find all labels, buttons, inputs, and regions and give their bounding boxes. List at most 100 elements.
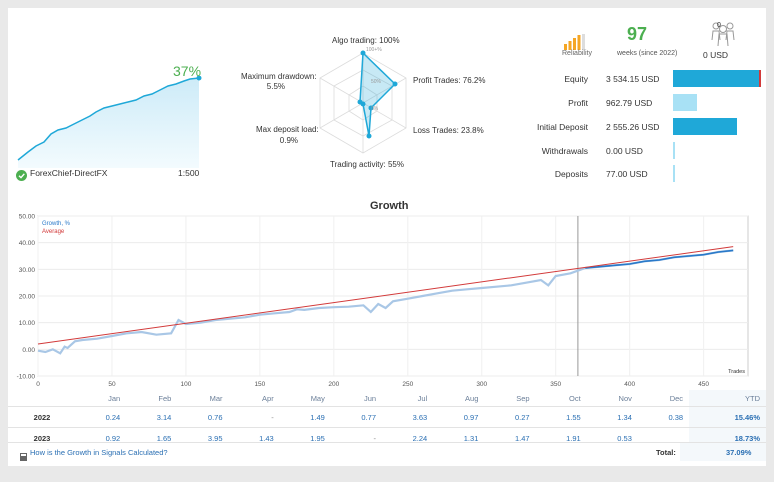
chart-title: Growth	[370, 200, 409, 212]
total-label: Total:	[656, 448, 676, 457]
subscribers-icon	[710, 20, 736, 53]
month-header: Aug	[465, 393, 479, 403]
stat-label: Initial Deposit	[536, 122, 588, 132]
radar-profit-trades: Profit Trades: 76.2%	[413, 76, 486, 85]
month-value-cell[interactable]: 1.49	[279, 406, 331, 428]
month-value-cell[interactable]: 1.95	[279, 427, 331, 448]
series-growth-recent-line	[585, 249, 734, 269]
month-value-cell[interactable]: 0.77	[330, 406, 383, 428]
stat-label: Profit	[568, 98, 588, 108]
stat-label: Withdrawals	[541, 146, 588, 156]
weeks-value: 97	[627, 24, 648, 44]
x-tick-label: 0	[36, 381, 40, 388]
month-value-cell[interactable]: 1.31	[433, 427, 485, 448]
stat-label: Deposits	[554, 169, 588, 179]
stat-bar	[673, 165, 675, 182]
month-value-cell[interactable]: -	[330, 427, 383, 448]
month-value-cell[interactable]: 0.76	[177, 406, 229, 428]
table-row: 2023 0.92 1.65 3.95 1.43 1.95-2.24 1.31 1.47 1.9…	[8, 427, 766, 448]
ytd-cell: 15.46%	[689, 406, 766, 428]
month-header: Oct	[569, 393, 581, 403]
x-tick-label: 50	[108, 381, 116, 388]
radar-max-deposit-load-label: Max deposit load:	[256, 125, 319, 134]
stat-value: 3 534.15 USD	[606, 74, 660, 84]
stat-bar	[673, 142, 675, 159]
month-value-cell[interactable]: -	[228, 406, 280, 428]
y-tick-label: 40.00	[19, 240, 36, 247]
reliability-label: Reliability	[562, 50, 592, 57]
x-tick-label: 350	[550, 381, 561, 388]
subscribers-count: 0	[717, 22, 721, 29]
month-value-cell[interactable]: 3.63	[382, 406, 434, 428]
month-value-cell[interactable]: 1.34	[586, 406, 638, 428]
total-value: 37.09%	[726, 448, 752, 457]
x-axis-label: Trades	[728, 369, 745, 375]
stat-bar	[673, 118, 737, 135]
stat-value: 0.00 USD	[606, 146, 643, 156]
month-header: Jul	[417, 393, 428, 403]
radar-scale-0: 0%	[371, 106, 379, 112]
table-row: 2022 0.24 3.14 0.76-1.49 0.77 3.63 0.97 0.27 1.5…	[8, 406, 766, 428]
month-value-cell[interactable]: 1.47	[484, 427, 536, 448]
month-header: Dec	[669, 393, 684, 403]
stat-bar	[673, 70, 761, 87]
y-tick-label: 20.00	[19, 294, 36, 301]
signal-card: 37% ForexChief-DirectFX 1:500 100+% 50% …	[8, 8, 766, 466]
weeks-label: weeks (since 2022)	[617, 50, 678, 57]
stat-bar	[673, 94, 697, 111]
stat-value: 2 555.26 USD	[606, 122, 660, 132]
month-value-cell[interactable]: 0.24	[75, 406, 127, 428]
total-cell-bg	[680, 443, 766, 461]
month-value-cell[interactable]: 0.97	[433, 406, 485, 428]
month-header: May	[310, 393, 325, 403]
legend-growth: Growth, %	[42, 221, 71, 227]
radar-trading-activity: Trading activity: 55%	[330, 160, 404, 169]
calculator-icon	[20, 448, 27, 466]
footer-divider	[8, 442, 766, 443]
month-value-cell[interactable]: 1.91	[535, 427, 587, 448]
month-header: Mar	[209, 393, 223, 403]
radar-scale-100: 100+%	[366, 47, 382, 53]
month-value-cell[interactable]: 0.38	[637, 406, 690, 428]
radar-algo-trading: Algo trading: 100%	[332, 36, 400, 45]
y-tick-label: 50.00	[19, 214, 36, 221]
verified-icon	[16, 168, 28, 181]
x-tick-label: 100	[180, 381, 191, 388]
equity-marker	[759, 70, 761, 87]
growth-percent: 37%	[173, 63, 202, 79]
legend-average: Average	[42, 229, 65, 235]
subscribers-usd: 0 USD	[703, 50, 729, 60]
month-value-cell[interactable]: 3.95	[177, 427, 229, 448]
y-tick-label: 10.00	[19, 320, 36, 327]
month-value-cell[interactable]: 1.55	[535, 406, 587, 428]
month-value-cell[interactable]: 3.14	[126, 406, 178, 428]
account-name[interactable]: ForexChief-DirectFX	[30, 168, 108, 178]
growth-help-link[interactable]: How is the Growth in Signals Calculated?	[30, 448, 168, 457]
month-header: Nov	[618, 393, 632, 403]
month-value-cell[interactable]: 2.24	[382, 427, 434, 448]
y-tick-label: 30.00	[19, 267, 36, 274]
month-header: Jan	[108, 393, 121, 403]
month-value-cell[interactable]: 1.43	[228, 427, 280, 448]
x-tick-label: 250	[402, 381, 413, 388]
radar-max-deposit-load-value: 0.9%	[279, 136, 298, 145]
month-value-cell[interactable]: 1.65	[126, 427, 178, 448]
stat-value: 77.00 USD	[606, 169, 648, 179]
year-cell: 2023	[8, 427, 75, 448]
x-tick-label: 200	[328, 381, 339, 388]
stat-value: 962.79 USD	[606, 98, 653, 108]
month-value-cell[interactable]: 0.92	[75, 427, 127, 448]
y-tick-label: -10.00	[17, 374, 36, 381]
growth-chart: -10.00 0.00 10.00 20.00 30.00 40.00 50.00 0 50 10…	[17, 214, 749, 388]
y-tick-label: 0.00	[22, 347, 35, 354]
ytd-header: YTD	[689, 390, 766, 407]
month-header: Sep	[516, 393, 530, 403]
radar-chart	[319, 50, 407, 154]
radar-scale-50: 50%	[371, 79, 382, 85]
stat-label: Equity	[564, 74, 588, 84]
month-value-cell[interactable]: 0.53	[586, 427, 638, 448]
radar-max-drawdown-label: Maximum drawdown:	[241, 72, 317, 81]
month-value-cell[interactable]: 0.27	[484, 406, 536, 428]
x-tick-label: 150	[254, 381, 265, 388]
year-header	[8, 390, 75, 407]
